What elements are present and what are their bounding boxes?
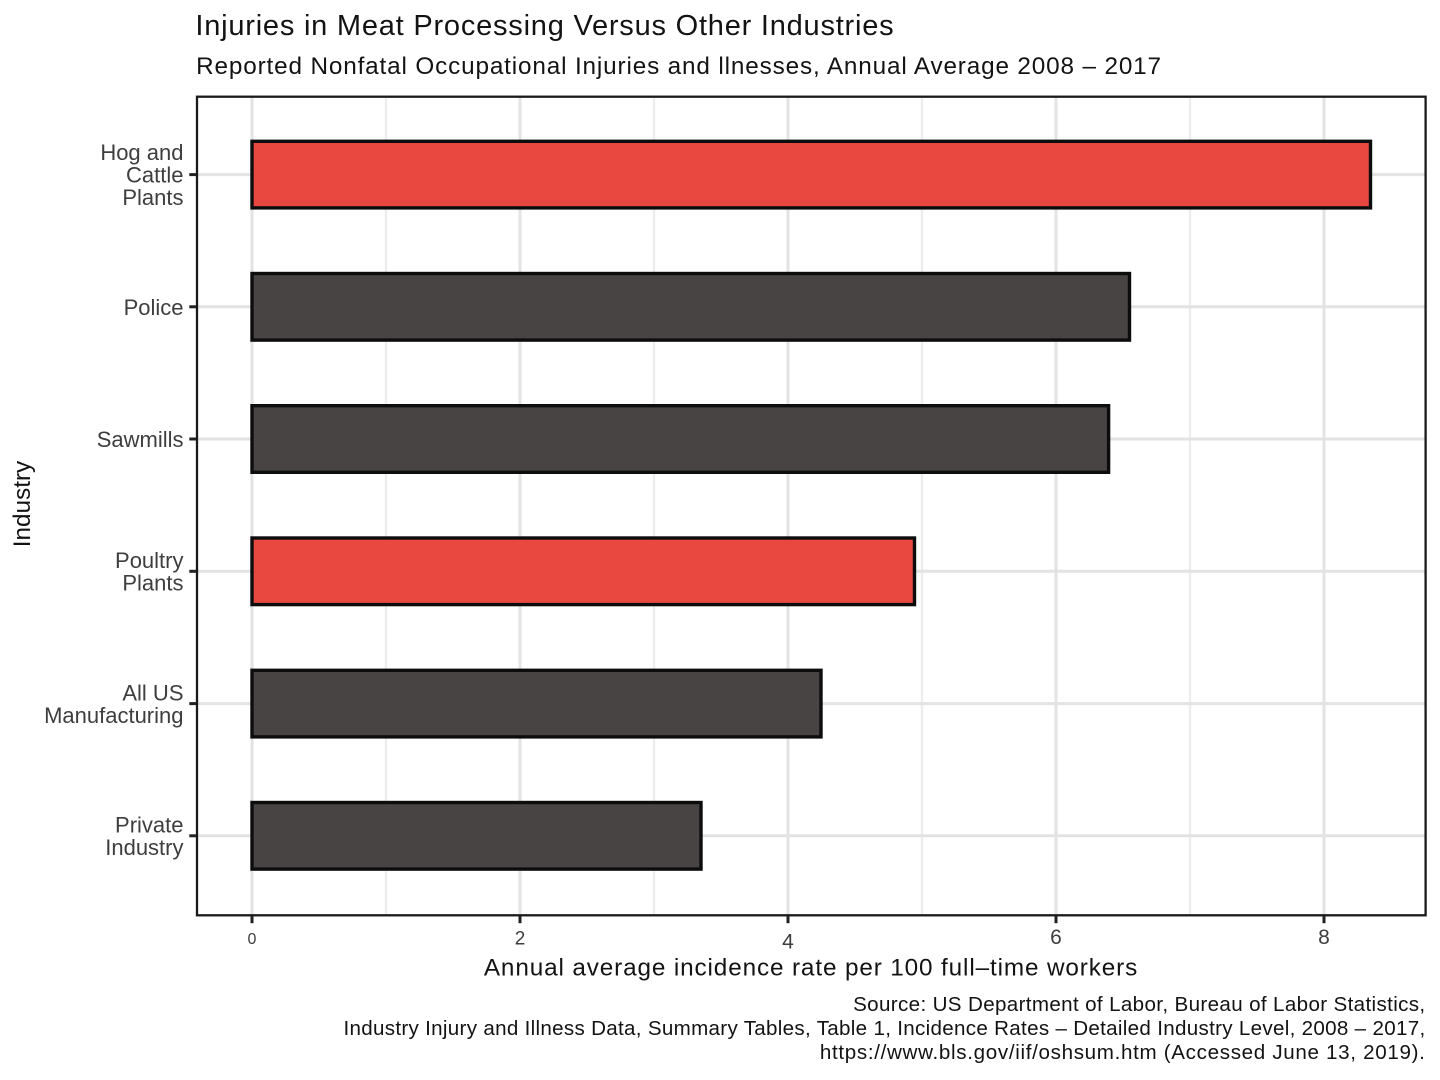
svg-text:Source: US Department of Labor: Source: US Department of Labor, Bureau o… xyxy=(853,993,1425,1016)
svg-text:4: 4 xyxy=(782,931,794,954)
svg-text:Cattle: Cattle xyxy=(126,163,183,188)
svg-text:0: 0 xyxy=(248,931,257,948)
svg-text:Plants: Plants xyxy=(122,185,183,210)
svg-text:Sawmills: Sawmills xyxy=(97,427,184,452)
svg-text:8: 8 xyxy=(1318,926,1330,949)
svg-text:Police: Police xyxy=(124,295,184,320)
svg-text:Hog and: Hog and xyxy=(100,140,183,165)
svg-text:Annual average incidence rate: Annual average incidence rate per 100 fu… xyxy=(484,955,1138,982)
svg-text:Industry: Industry xyxy=(105,835,183,860)
svg-text:Industry: Industry xyxy=(9,460,36,547)
svg-text:Poultry: Poultry xyxy=(115,548,183,573)
svg-text:Plants: Plants xyxy=(122,571,183,596)
svg-text:All US: All US xyxy=(122,680,183,705)
svg-text:https://www.bls.gov/iif/oshsum: https://www.bls.gov/iif/oshsum.htm (Acce… xyxy=(820,1041,1426,1064)
svg-text:6: 6 xyxy=(1050,926,1062,949)
svg-text:Industry Injury and Illness Da: Industry Injury and Illness Data, Summar… xyxy=(343,1017,1425,1040)
svg-text:Injuries in Meat Processing Ve: Injuries in Meat Processing Versus Other… xyxy=(195,10,894,42)
svg-text:Private: Private xyxy=(115,813,183,838)
svg-text:Manufacturing: Manufacturing xyxy=(44,703,183,728)
svg-text:2: 2 xyxy=(515,929,526,950)
svg-text:Reported Nonfatal Occupational: Reported Nonfatal Occupational Injuries … xyxy=(196,53,1162,80)
